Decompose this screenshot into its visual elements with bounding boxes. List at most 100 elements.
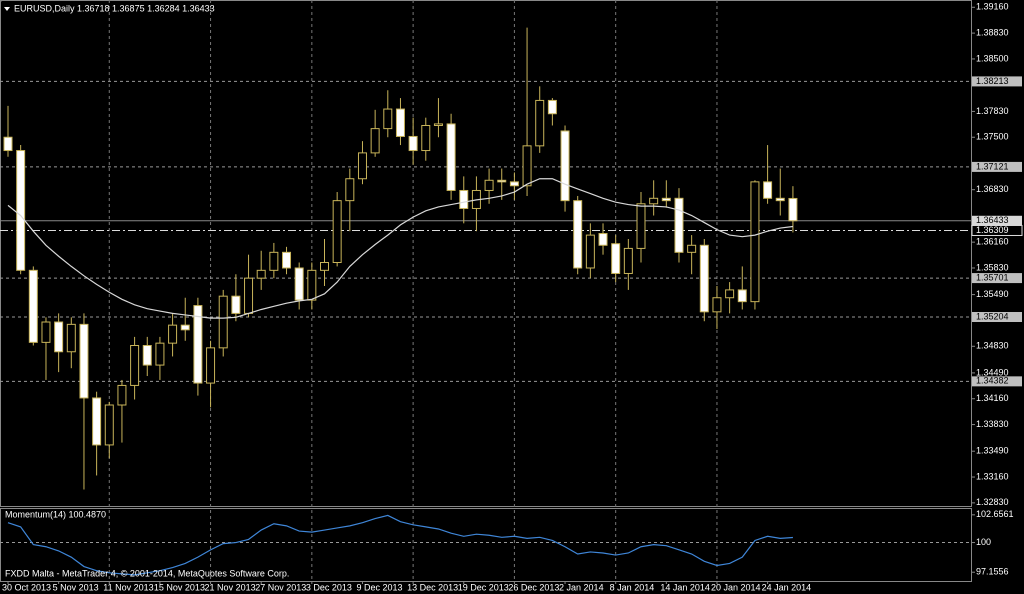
moving-average xyxy=(7,178,793,319)
x-tick-label: 9 Dec 2013 xyxy=(356,582,402,592)
candle-body xyxy=(28,269,38,343)
y-tick-label: 1.35830 xyxy=(976,262,1009,272)
candle-body xyxy=(155,342,165,366)
x-tick-label: 30 Oct 2013 xyxy=(2,582,51,592)
x-tick-label: 15 Nov 2013 xyxy=(154,582,205,592)
x-tick-label: 26 Dec 2013 xyxy=(508,582,559,592)
candle-body xyxy=(92,397,102,446)
candle-body xyxy=(218,295,228,349)
y-tick-label: 1.33830 xyxy=(976,419,1009,429)
candle-body xyxy=(54,321,64,353)
y-tick-label: 1.34830 xyxy=(976,341,1009,351)
level-label: 1.37121 xyxy=(976,161,1009,171)
candle-body xyxy=(611,243,621,274)
x-tick-label: 2 Jan 2014 xyxy=(559,582,604,592)
main-panel-border xyxy=(0,0,972,507)
candle-body xyxy=(269,251,279,271)
y-tick-label: 1.37500 xyxy=(976,132,1009,142)
level-label-box xyxy=(972,273,1022,284)
y-tick-label: 1.39160 xyxy=(976,2,1009,12)
candle-body xyxy=(41,321,51,343)
candle-body xyxy=(282,251,292,269)
candle-body xyxy=(117,384,127,406)
candle-body xyxy=(699,244,709,313)
candle-body xyxy=(206,347,216,384)
candle-body xyxy=(421,124,431,152)
candle-body xyxy=(687,244,697,253)
candle-body xyxy=(497,179,507,183)
x-tick-label: 5 Nov 2013 xyxy=(53,582,99,592)
last-price-label: 1.36433 xyxy=(976,215,1009,225)
candle-body xyxy=(661,197,671,202)
candle-body xyxy=(598,233,608,246)
y-tick-label: 1.36160 xyxy=(976,237,1009,247)
candle-body xyxy=(712,297,722,313)
y-tick-label: 1.38500 xyxy=(976,53,1009,63)
footer: FXDD Malta - MetaTrader 4, © 2001-2014, … xyxy=(5,568,289,578)
candle-body xyxy=(547,99,557,115)
candle-body xyxy=(142,344,152,366)
y-tick-label: 1.33160 xyxy=(976,471,1009,481)
momentum-line xyxy=(7,514,793,576)
x-tick-label: 21 Nov 2013 xyxy=(205,582,256,592)
candle-body xyxy=(509,181,519,187)
candle-body xyxy=(775,197,785,202)
y-tick-label: 100 xyxy=(976,537,991,547)
x-tick-label: 19 Dec 2013 xyxy=(458,582,509,592)
candle-body xyxy=(623,247,633,274)
candle-body xyxy=(535,99,545,147)
candle-body xyxy=(573,200,583,269)
candle-body xyxy=(256,269,266,279)
menu-arrow xyxy=(4,7,10,11)
candle-body xyxy=(636,203,646,249)
chart-title: EURUSD,Daily 1.36718 1.36875 1.36284 1.3… xyxy=(14,3,215,13)
y-tick-label: 102.6561 xyxy=(976,509,1014,519)
level-label: 1.38213 xyxy=(976,76,1009,86)
candle-body xyxy=(168,324,178,344)
candle-body xyxy=(788,197,798,222)
candle-body xyxy=(345,178,355,202)
level-label: 1.35701 xyxy=(976,272,1009,282)
y-tick-label: 1.32830 xyxy=(976,497,1009,507)
candle-body xyxy=(674,197,684,253)
x-tick-label: 3 Dec 2013 xyxy=(306,582,352,592)
candle-body xyxy=(320,262,329,271)
y-tick-label: 1.36830 xyxy=(976,184,1009,194)
x-tick-label: 24 Jan 2014 xyxy=(762,582,812,592)
candle-body xyxy=(79,323,89,399)
y-tick-label: 1.37830 xyxy=(976,106,1009,116)
x-tick-label: 20 Jan 2014 xyxy=(711,582,761,592)
candle-body xyxy=(294,267,304,301)
x-tick-label: 14 Jan 2014 xyxy=(660,582,710,592)
candle-body xyxy=(395,108,405,137)
indicator-panel-border xyxy=(0,508,972,582)
level-label-box xyxy=(972,376,1022,387)
candle-body xyxy=(3,136,13,152)
candle-body xyxy=(231,295,241,314)
level-label-box xyxy=(972,161,1022,172)
candle-body xyxy=(104,404,114,446)
x-tick-label: 11 Nov 2013 xyxy=(103,582,153,592)
candle-body xyxy=(244,277,254,314)
candle-body xyxy=(522,145,532,187)
candle-body xyxy=(737,289,747,303)
candle-body xyxy=(459,189,469,209)
x-tick-label: 13 Dec 2013 xyxy=(407,582,458,592)
y-tick-label: 1.38830 xyxy=(976,27,1009,37)
last-price-box xyxy=(972,215,1022,226)
candle-body xyxy=(193,305,203,384)
candle-body xyxy=(180,324,190,331)
y-tick-label: 1.34160 xyxy=(976,393,1009,403)
candle-body xyxy=(332,200,342,264)
marker-label: 1.36309 xyxy=(976,225,1009,235)
level-label: 1.35204 xyxy=(976,311,1009,321)
level-label: 1.34382 xyxy=(976,376,1009,386)
candle-body xyxy=(66,323,76,353)
candle-body xyxy=(649,197,659,205)
candle-body xyxy=(433,123,443,126)
candle-body xyxy=(408,135,418,152)
